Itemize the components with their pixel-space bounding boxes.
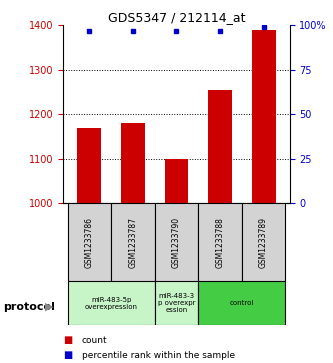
Text: protocol: protocol — [3, 302, 55, 312]
Bar — [198, 203, 242, 281]
Text: GSM1233789: GSM1233789 — [259, 217, 268, 268]
Text: GSM1233788: GSM1233788 — [215, 217, 224, 268]
Text: control: control — [230, 300, 254, 306]
Text: miR-483-5p
overexpression: miR-483-5p overexpression — [85, 297, 138, 310]
Bar — [77, 128, 101, 203]
Text: GSM1233790: GSM1233790 — [172, 217, 181, 268]
Text: miR-483-3
p overexpr
ession: miR-483-3 p overexpr ession — [158, 293, 195, 313]
Text: count: count — [82, 336, 107, 345]
Text: GSM1233786: GSM1233786 — [85, 217, 94, 268]
Bar — [198, 281, 285, 325]
Bar — [111, 203, 155, 281]
Bar — [121, 123, 145, 203]
Bar — [155, 281, 198, 325]
Bar — [242, 203, 285, 281]
Text: percentile rank within the sample: percentile rank within the sample — [82, 351, 235, 359]
Bar — [155, 203, 198, 281]
Bar — [68, 203, 111, 281]
Text: ■: ■ — [63, 350, 73, 360]
Bar — [252, 30, 276, 203]
Text: ▶: ▶ — [45, 302, 54, 312]
Title: GDS5347 / 212114_at: GDS5347 / 212114_at — [108, 11, 245, 24]
Text: GSM1233787: GSM1233787 — [129, 217, 138, 268]
Bar — [208, 90, 232, 203]
Text: ■: ■ — [63, 335, 73, 346]
Bar — [165, 159, 188, 203]
Bar — [68, 281, 155, 325]
